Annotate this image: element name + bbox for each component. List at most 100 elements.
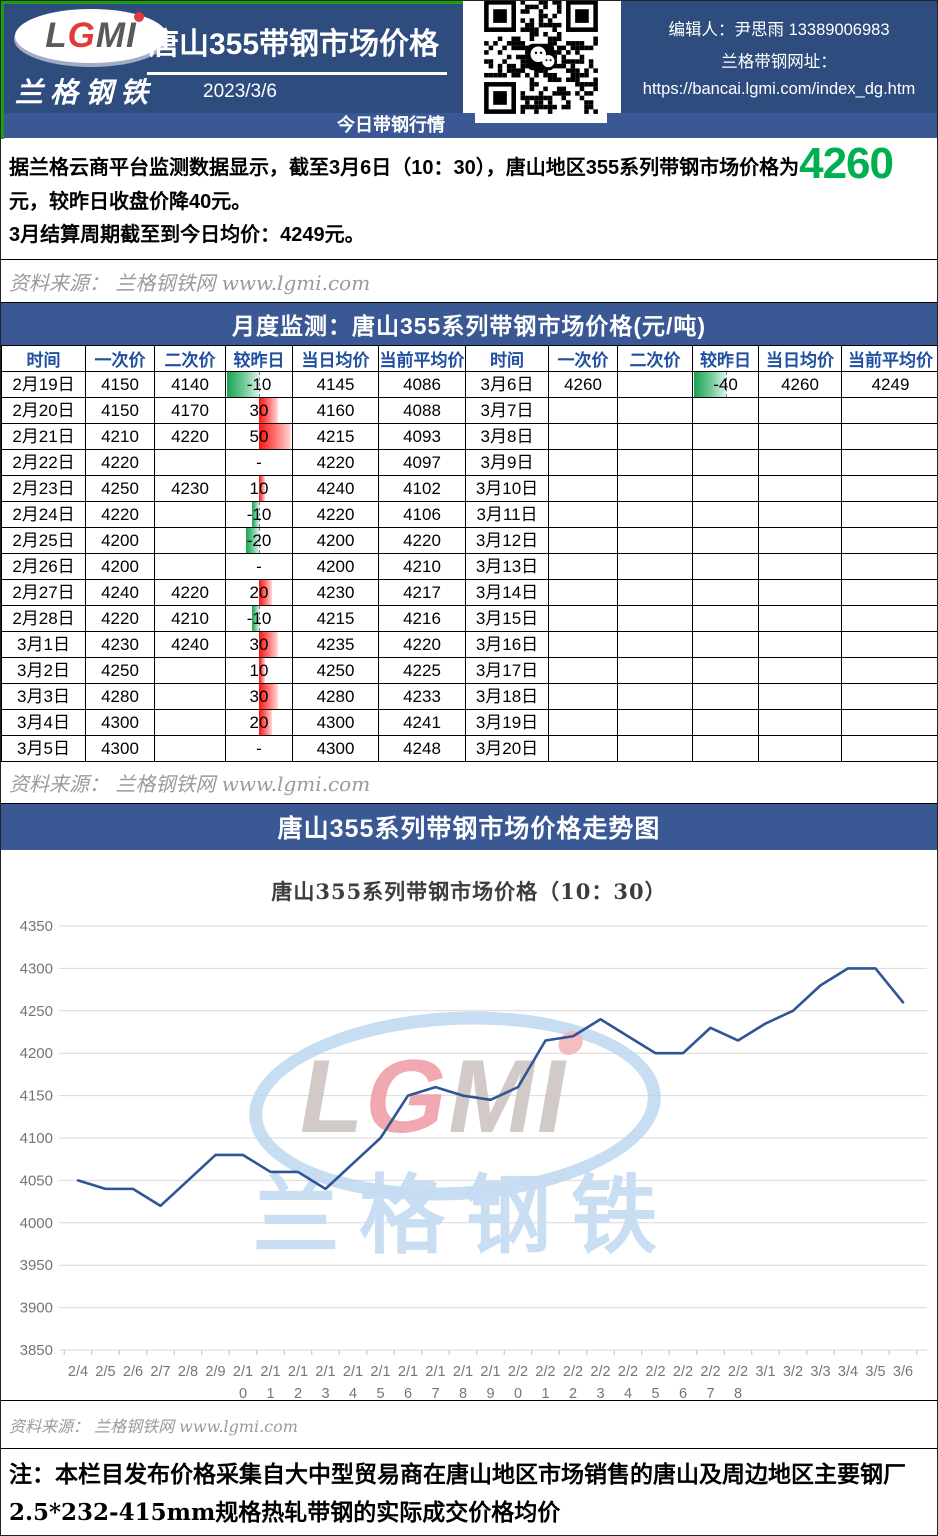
price-cell — [692, 449, 759, 476]
price-cell: 4241 — [378, 709, 466, 736]
price-cell — [617, 683, 693, 710]
price-cell — [841, 683, 937, 710]
price-cell — [758, 735, 842, 762]
price-cell — [154, 657, 226, 684]
column-header: 时间 — [465, 345, 549, 372]
change-cell: 10 — [225, 657, 293, 684]
price-cell — [692, 683, 759, 710]
table-row: 2月25日 4200 -20 4200 4220 3月12日 — [1, 527, 937, 554]
price-cell — [841, 527, 937, 554]
price-cell: 4240 — [85, 579, 155, 606]
svg-text:6: 6 — [404, 1386, 412, 1400]
price-cell — [841, 423, 937, 450]
date-cell: 2月28日 — [1, 605, 86, 632]
date-cell: 3月15日 — [465, 605, 549, 632]
svg-text:2/2: 2/2 — [645, 1364, 665, 1380]
decrease-bar — [252, 606, 259, 631]
increase-bar — [259, 710, 272, 735]
price-cell — [758, 553, 842, 580]
price-cell: 4145 — [292, 371, 379, 398]
change-cell: - — [225, 735, 293, 762]
svg-text:2/1: 2/1 — [370, 1364, 390, 1380]
column-header: 较昨日 — [225, 345, 293, 372]
price-cell: 4106 — [378, 501, 466, 528]
date-cell: 3月12日 — [465, 527, 549, 554]
svg-text:2/2: 2/2 — [535, 1364, 555, 1380]
svg-text:3/3: 3/3 — [810, 1364, 830, 1380]
price-cell — [841, 709, 937, 736]
price-cell — [548, 683, 618, 710]
price-cell — [548, 475, 618, 502]
svg-text:2/2: 2/2 — [563, 1364, 583, 1380]
price-cell — [841, 631, 937, 658]
svg-text:0: 0 — [239, 1386, 247, 1400]
price-cell: 4230 — [85, 631, 155, 658]
svg-text:2/1: 2/1 — [288, 1364, 308, 1380]
price-cell — [758, 605, 842, 632]
svg-text:3/2: 3/2 — [783, 1364, 803, 1380]
footer-note: 注：本栏目发布价格采集自大中型贸易商在唐山地区市场销售的唐山及周边地区主要钢厂2… — [1, 1448, 937, 1535]
price-cell — [154, 683, 226, 710]
price-cell: 4200 — [85, 553, 155, 580]
svg-text:4300: 4300 — [20, 960, 53, 977]
price-cell: 4160 — [292, 397, 379, 424]
change-cell: 20 — [225, 579, 293, 606]
table-row: 3月4日 4300 20 4300 4241 3月19日 — [1, 709, 937, 736]
increase-bar — [259, 684, 278, 709]
svg-text:7: 7 — [706, 1386, 714, 1400]
price-cell — [841, 397, 937, 424]
price-cell — [617, 371, 693, 398]
svg-text:3900: 3900 — [20, 1300, 53, 1317]
price-cell: 4250 — [292, 657, 379, 684]
change-cell: -10 — [225, 371, 293, 398]
price-cell — [617, 657, 693, 684]
svg-text:3: 3 — [596, 1386, 604, 1400]
price-cell — [548, 423, 618, 450]
table-row: 2月21日 4210 4220 50 4215 4093 3月8日 — [1, 423, 937, 450]
price-cell — [692, 579, 759, 606]
decrease-bar — [252, 502, 259, 527]
svg-text:2/2: 2/2 — [508, 1364, 528, 1380]
svg-text:2/6: 2/6 — [123, 1364, 143, 1380]
table-header-row: 时间 一次价 二次价 较昨日 当日均价 当前平均价 时间 一次价 二次价 较昨日 当日均价 当前平均价 — [1, 345, 937, 372]
svg-text:4150: 4150 — [20, 1088, 53, 1105]
source-note: 资料来源： 兰格钢铁网 www.lgmi.com — [1, 1400, 937, 1448]
price-cell — [548, 553, 618, 580]
svg-text:2/2: 2/2 — [700, 1364, 720, 1380]
price-cell — [692, 397, 759, 424]
header-contact-panel: 编辑人：尹思雨 13389006983 兰格带钢网址： https://banc… — [619, 1, 937, 113]
svg-text:1: 1 — [266, 1386, 274, 1400]
change-cell: 30 — [225, 631, 293, 658]
column-header: 当前平均价 — [841, 345, 937, 372]
date-cell: 3月14日 — [465, 579, 549, 606]
price-cell — [548, 501, 618, 528]
today-summary: 据兰格云商平台监测数据显示，截至3月6日（10：30），唐山地区355系列带钢市… — [1, 138, 937, 259]
price-cell — [758, 683, 842, 710]
date-cell: 3月6日 — [465, 371, 549, 398]
price-cell — [692, 735, 759, 762]
column-header: 当日均价 — [758, 345, 842, 372]
chart-banner: 唐山355系列带钢市场价格走势图 — [1, 804, 937, 850]
date-cell: 2月26日 — [1, 553, 86, 580]
change-cell: 30 — [225, 683, 293, 710]
price-cell — [548, 527, 618, 554]
svg-text:4100: 4100 — [20, 1130, 53, 1147]
table-row: 2月28日 4220 4210 -10 4215 4216 3月15日 — [1, 605, 937, 632]
svg-text:2/1: 2/1 — [398, 1364, 418, 1380]
price-cell — [758, 631, 842, 658]
price-cell — [617, 423, 693, 450]
date-cell: 3月4日 — [1, 709, 86, 736]
site-url[interactable]: https://bancai.lgmi.com/index_dg.htm — [642, 79, 916, 98]
svg-text:4050: 4050 — [20, 1172, 53, 1189]
price-cell: 4280 — [85, 683, 155, 710]
column-header: 当前平均价 — [378, 345, 466, 372]
svg-text:4: 4 — [624, 1386, 632, 1400]
decrease-bar — [693, 372, 726, 397]
svg-text:2/7: 2/7 — [150, 1364, 170, 1380]
chart-title: 唐山355系列带钢市场价格（10：30） — [271, 879, 667, 904]
change-cell: - — [225, 449, 293, 476]
price-cell: 4225 — [378, 657, 466, 684]
price-cell — [841, 657, 937, 684]
price-cell: 4220 — [154, 579, 226, 606]
